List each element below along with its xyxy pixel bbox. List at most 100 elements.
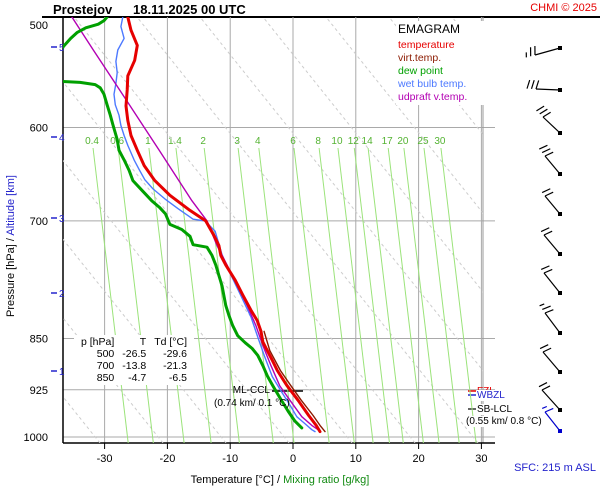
mixing-ratio-label: 20 bbox=[397, 136, 409, 147]
legend-item: udpraft v.temp. bbox=[398, 91, 468, 103]
altitude-tick-label: 1 bbox=[59, 367, 65, 378]
wbzl-label: WBZL bbox=[477, 390, 505, 401]
legend-title: EMAGRAM bbox=[398, 22, 461, 36]
table-cell: -29.6 bbox=[163, 348, 188, 360]
table-row: 700 -13.8 -21.3 bbox=[77, 360, 191, 372]
mixing-ratio-line bbox=[440, 147, 477, 443]
station-name: Prostejov bbox=[53, 2, 113, 17]
curve-wet-bulb-temp bbox=[113, 17, 316, 433]
sounding-table-header: p [hPa] T Td [°C] bbox=[77, 336, 191, 348]
mixing-ratio-line bbox=[117, 147, 154, 443]
table-cell: -6.5 bbox=[168, 372, 188, 384]
table-cell: 700 bbox=[96, 360, 115, 372]
mixing-ratio-label: 14 bbox=[362, 136, 374, 147]
table-cell: 850 bbox=[96, 372, 115, 384]
mixing-ratio-label: 30 bbox=[434, 136, 446, 147]
pressure-tick-label: 1000 bbox=[24, 432, 48, 444]
wind-barb bbox=[538, 382, 562, 412]
wind-barb bbox=[525, 45, 562, 58]
wind-barb bbox=[526, 79, 562, 92]
wind-barb bbox=[536, 105, 562, 135]
legend-item: temperature bbox=[398, 39, 455, 51]
table-column-header: p [hPa] bbox=[81, 336, 115, 348]
temp-tick-label: 0 bbox=[290, 453, 296, 465]
copyright-label: CHMI © 2025 bbox=[530, 2, 597, 14]
curve-dew-point bbox=[63, 79, 304, 430]
wind-barb bbox=[538, 144, 562, 176]
mixing-ratio-line bbox=[403, 147, 440, 443]
temp-tick-label: -20 bbox=[159, 453, 175, 465]
mixing-ratio-line bbox=[353, 147, 390, 443]
dry-adiabat-line bbox=[73, 17, 416, 443]
temp-tick-label: -10 bbox=[222, 453, 238, 465]
mixing-ratio-label: 3 bbox=[234, 136, 240, 147]
mixing-ratio-label: 17 bbox=[382, 136, 394, 147]
table-cell: 500 bbox=[96, 348, 115, 360]
curve-virt-temp bbox=[263, 330, 326, 433]
sb-lcl-label: SB-LCL bbox=[477, 404, 513, 415]
mixing-ratio-line bbox=[293, 147, 330, 443]
sounding-table: p [hPa] T Td [°C] 500 -26.5 -29.6 700 -13.8 -21… bbox=[74, 335, 195, 385]
x-axis-title: Temperature [°C] / Mixing ratio [g/kg] bbox=[190, 474, 370, 486]
sb-lcl-detail: (0.55 km/ 0.8 °C) bbox=[466, 416, 542, 427]
wind-barb bbox=[539, 344, 562, 374]
wind-barb bbox=[540, 227, 562, 256]
pressure-tick-label: 500 bbox=[30, 20, 48, 32]
mixing-ratio-line bbox=[175, 147, 212, 443]
table-cell: -21.3 bbox=[163, 360, 188, 372]
y-axis-title-altitude: Altitude [km] bbox=[5, 175, 17, 236]
altitude-tick-label: 5 bbox=[59, 43, 65, 54]
pressure-tick-label: 925 bbox=[30, 385, 48, 397]
ml-ccl-label: ML-CCL bbox=[232, 385, 270, 396]
mixing-ratio-label: 8 bbox=[315, 136, 321, 147]
mixing-ratio-line bbox=[337, 147, 374, 443]
dry-adiabat-line bbox=[136, 17, 479, 443]
mixing-ratio-line bbox=[148, 147, 185, 443]
wind-barb bbox=[541, 405, 562, 433]
altitude-tick-label: 2 bbox=[59, 289, 65, 300]
table-column-header: Td [°C] bbox=[154, 336, 188, 348]
mixing-ratio-label: 2 bbox=[200, 136, 206, 147]
mixing-ratio-line bbox=[203, 147, 240, 443]
legend-item: dew point bbox=[398, 65, 443, 77]
pressure-tick-label: 600 bbox=[30, 122, 48, 134]
table-column-header: T bbox=[139, 336, 147, 348]
wind-barb bbox=[540, 265, 562, 295]
mixing-ratio-label: 1.4 bbox=[168, 136, 182, 147]
dry-adiabat-line bbox=[199, 17, 483, 372]
mixing-ratio-label: 4 bbox=[255, 136, 261, 147]
table-cell: -26.5 bbox=[122, 348, 147, 360]
legend-items: temperature virt.temp. dew point wet bulb t… bbox=[398, 39, 494, 104]
legend: EMAGRAM temperature virt.temp. dew point we… bbox=[396, 21, 496, 105]
altitude-tick-label: 3 bbox=[59, 214, 65, 225]
legend-item: virt.temp. bbox=[398, 52, 442, 64]
y-axis-title: Pressure [hPa] / Altitude [km] bbox=[5, 175, 17, 317]
chart-clipped bbox=[63, 17, 483, 443]
mixing-ratio-label: 10 bbox=[331, 136, 343, 147]
temp-tick-label: 20 bbox=[412, 453, 424, 465]
title-underline bbox=[42, 16, 600, 18]
sounding-datetime: 18.11.2025 00 UTC bbox=[133, 2, 246, 17]
temp-tick-label: 10 bbox=[350, 453, 362, 465]
mixing-ratio-line bbox=[92, 147, 129, 443]
mixing-ratio-line bbox=[387, 147, 424, 443]
mixing-ratio-label: 0.4 bbox=[85, 136, 99, 147]
curve-dew-point-upper bbox=[63, 17, 109, 50]
mixing-ratio-label: 6 bbox=[290, 136, 296, 147]
pressure-tick-label: 850 bbox=[30, 334, 48, 346]
dry-adiabat-line bbox=[63, 159, 290, 443]
mixing-ratio-line bbox=[423, 147, 460, 443]
ml-ccl-detail: (0.74 km/ 0.1 °C) bbox=[214, 398, 290, 409]
table-cell: -13.8 bbox=[122, 360, 147, 372]
altitude-tick-label: 4 bbox=[59, 133, 65, 144]
temp-tick-label: 30 bbox=[475, 453, 487, 465]
x-axis-title-temperature: Temperature [°C] bbox=[190, 474, 274, 486]
mixing-ratio-line bbox=[318, 147, 355, 443]
mixing-ratio-label: 12 bbox=[348, 136, 360, 147]
curve-temperature bbox=[124, 17, 322, 434]
mixing-ratio-label: 1 bbox=[145, 136, 151, 147]
surface-elevation-label: SFC: 215 m ASL bbox=[514, 462, 596, 474]
wind-barb bbox=[541, 188, 562, 216]
table-cell: -4.7 bbox=[128, 372, 147, 384]
